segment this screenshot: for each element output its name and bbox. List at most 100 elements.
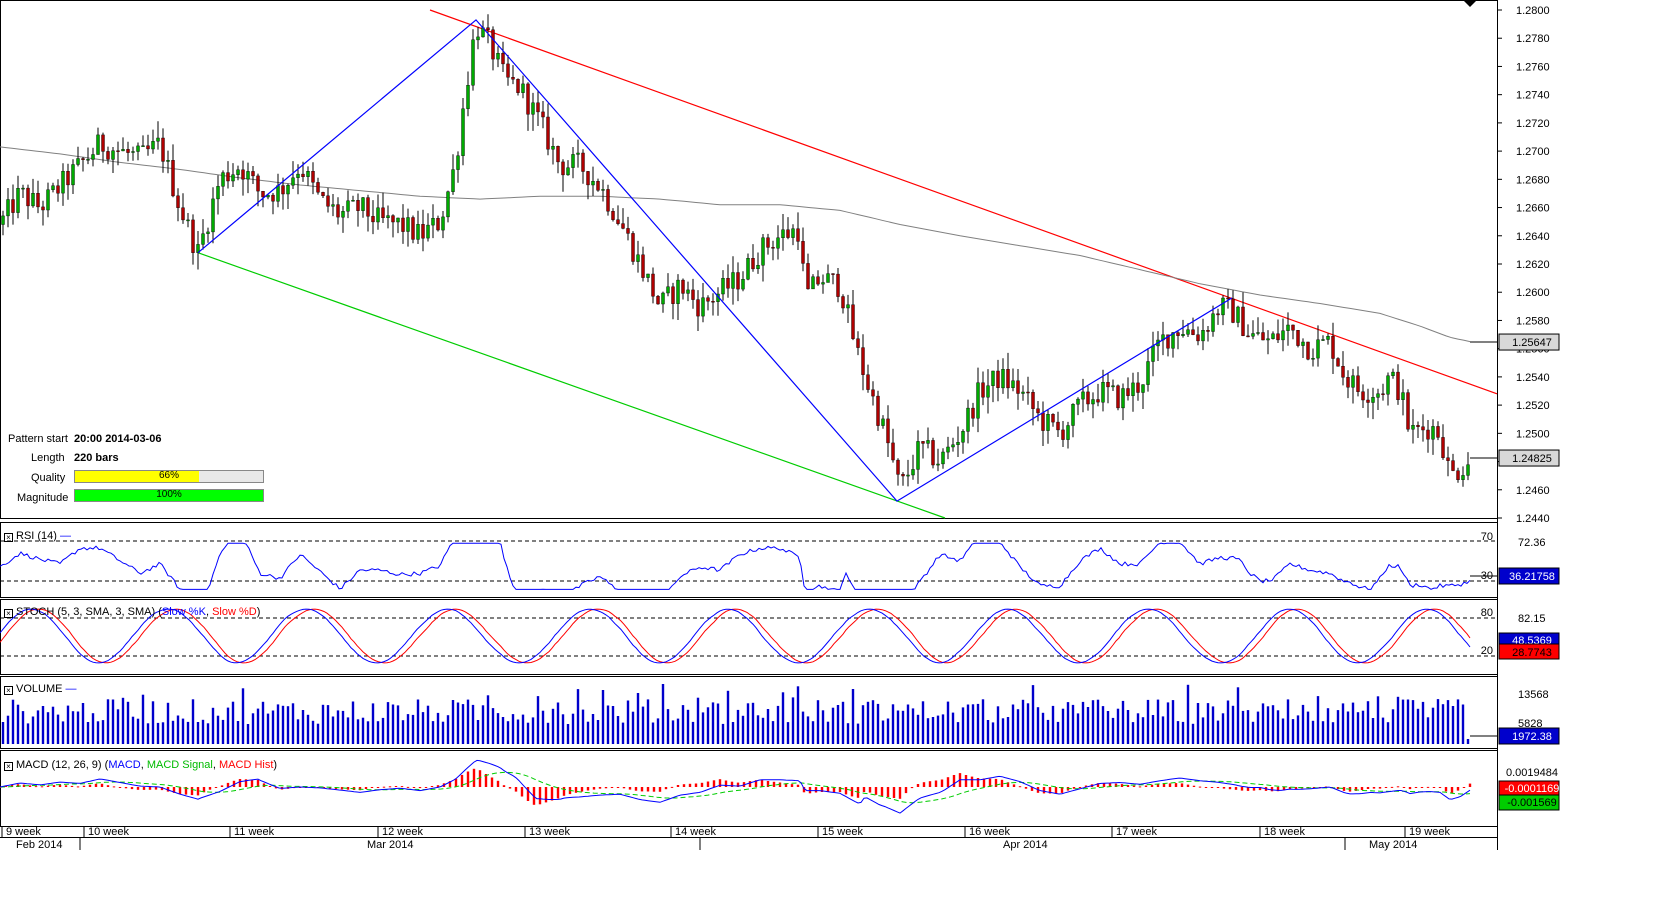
volume-bar (1431, 707, 1435, 744)
candle-body (1216, 313, 1220, 316)
volume-bar (1331, 722, 1335, 744)
volume-bar (391, 704, 395, 744)
volume-bar (716, 703, 720, 744)
candle-body (176, 195, 180, 208)
candle-body (976, 382, 980, 419)
macd-hist-bar (376, 787, 380, 788)
volume-bar (421, 712, 425, 744)
volume-bar (1031, 685, 1035, 744)
candle-body (656, 296, 660, 305)
candle-body (166, 160, 170, 162)
candle-body (1141, 384, 1145, 393)
macd-hist-bar (1354, 787, 1358, 791)
price-tick-label: 1.2520 (1516, 400, 1550, 412)
candle-body (321, 192, 325, 197)
macd-hist-bar (754, 780, 758, 787)
volume-bar (1271, 705, 1275, 744)
candle-body (1296, 330, 1300, 346)
macd-hist-bar (118, 787, 122, 788)
macd-hist-bar (862, 787, 866, 792)
candle-body (816, 276, 820, 285)
macd-hist-bar (736, 782, 740, 787)
candle-body (1196, 334, 1200, 342)
macd-hist-name: MACD Hist (219, 759, 274, 771)
candle-body (141, 145, 145, 147)
volume-bar (881, 720, 885, 744)
volume-bar (1286, 699, 1290, 744)
volume-bar (1216, 720, 1220, 744)
volume-bar (1091, 700, 1095, 744)
volume-bar (311, 720, 315, 744)
volume-bar (1401, 699, 1405, 744)
volume-bar (111, 699, 115, 744)
candle-body (1006, 369, 1010, 389)
macd-hist-bar (1456, 787, 1460, 791)
rsi-collapse-icon[interactable]: × (4, 533, 13, 542)
candle-body (1391, 371, 1395, 377)
candle-body (706, 297, 710, 302)
macd-hist-bar (706, 781, 710, 787)
candle-body (906, 474, 910, 477)
candle-body (701, 297, 705, 317)
macd-hist-bar (982, 778, 986, 787)
volume-collapse-icon[interactable]: × (4, 686, 13, 695)
macd-hist-bar (1408, 787, 1412, 790)
volume-bar (1126, 710, 1130, 744)
macd-panel[interactable]: 0.0019484 -0.0001169 -0.001569 (0, 759, 1560, 814)
macd-hist-bar (400, 786, 404, 788)
candle-body (916, 441, 920, 470)
volume-bar (256, 708, 260, 744)
candle-body (226, 172, 230, 182)
volume-bar (406, 714, 410, 744)
macd-hist-bar (796, 784, 800, 787)
volume-bar (686, 709, 690, 744)
candle-body (956, 442, 960, 445)
candle-body (376, 207, 380, 223)
macd-collapse-icon[interactable]: × (4, 762, 13, 771)
volume-bar (831, 707, 835, 744)
macd-hist-bar (802, 787, 806, 793)
stoch-collapse-icon[interactable]: × (4, 609, 13, 618)
macd-hist-bar (250, 779, 254, 787)
candle-body (1091, 399, 1095, 405)
volume-bar (971, 704, 975, 744)
candle-body (1121, 388, 1125, 409)
volume-bar (506, 721, 510, 744)
macd-hist-bar (142, 787, 146, 790)
volume-bar (1026, 703, 1030, 744)
candle-body (1396, 371, 1400, 401)
macd-hist-bar (4, 785, 8, 787)
candle-body (21, 187, 25, 190)
candle-body (691, 289, 695, 300)
rsi-level-70-label: 70 (1481, 531, 1493, 543)
macd-hist-bar (160, 787, 164, 791)
macd-hist-bar (172, 787, 176, 793)
candle-body (681, 279, 685, 294)
candle-body (401, 217, 405, 232)
macd-hist-bar (226, 782, 230, 787)
candle-body (111, 150, 115, 160)
volume-bar (721, 723, 725, 744)
macd-hist-bar (538, 787, 542, 805)
macd-hist-bar (460, 774, 464, 787)
volume-bar (1466, 739, 1470, 744)
candle-body (416, 224, 420, 240)
volume-bar (1136, 713, 1140, 744)
candle-body (631, 233, 635, 262)
candle-body (51, 185, 55, 190)
candle-body (836, 273, 840, 297)
candle-body (996, 370, 1000, 388)
macd-hist-bar (610, 787, 614, 788)
volume-bar (96, 721, 100, 744)
macd-hist-bar (436, 785, 440, 787)
candle-body (921, 441, 925, 444)
volume-legend-line-icon: — (65, 683, 77, 695)
candle-body (406, 217, 410, 232)
price-panel[interactable] (0, 0, 1498, 519)
volume-bar (621, 722, 625, 744)
candle-body (546, 116, 550, 150)
macd-hist-bar (586, 787, 590, 791)
